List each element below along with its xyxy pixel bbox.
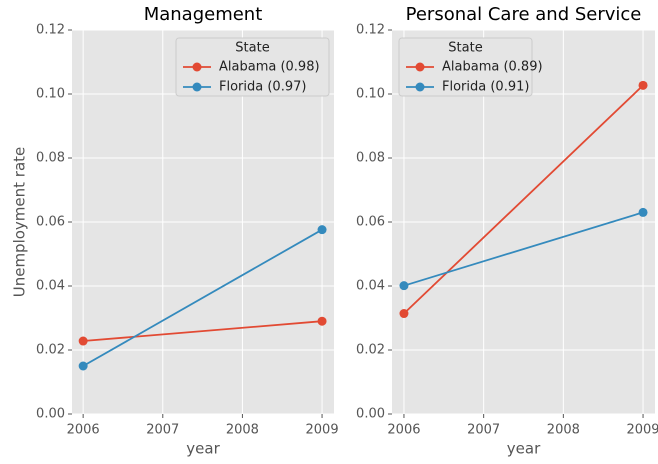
data-point (317, 225, 327, 235)
legend: State Alabama (0.98) Florida (0.97) (175, 37, 330, 97)
legend-label: Florida (0.91) (442, 80, 529, 95)
series-line (83, 320, 323, 342)
legend-title: State (448, 41, 482, 56)
legend-label: Alabama (0.98) (219, 60, 320, 75)
y-tick-label: 0.02 (36, 343, 65, 358)
legend-marker (192, 82, 202, 92)
y-tick-label: 0.04 (356, 279, 385, 294)
data-point (399, 309, 409, 319)
legend-label: Florida (0.97) (219, 80, 306, 95)
y-tick-label: 0.08 (36, 151, 65, 166)
legend-box (398, 37, 533, 97)
legend-marker (415, 82, 425, 92)
x-tick-label: 2007 (146, 423, 179, 438)
y-tick-label: 0.08 (356, 151, 385, 166)
x-tick-label: 2008 (547, 423, 580, 438)
data-point (317, 316, 327, 326)
x-tick-label: 2007 (467, 423, 500, 438)
y-tick-label: 0.10 (356, 87, 385, 102)
x-tick-label: 2009 (306, 423, 339, 438)
legend: State Alabama (0.89) Florida (0.91) (398, 37, 543, 97)
data-point (78, 336, 88, 346)
y-tick-label: 0.02 (356, 343, 385, 358)
legend-title: State (235, 41, 269, 56)
data-point (78, 361, 88, 371)
chart-title: Management (144, 4, 263, 25)
x-tick-label: 2006 (67, 423, 100, 438)
y-tick-label: 0.12 (36, 23, 65, 38)
y-tick-label: 0.06 (36, 215, 65, 230)
y-tick-label: 0.12 (356, 23, 385, 38)
legend-label: Alabama (0.89) (442, 60, 543, 75)
y-axis-label: Unemployment rate (11, 147, 29, 298)
x-axis-label: year (186, 440, 220, 458)
y-tick-label: 0.10 (36, 87, 65, 102)
legend-box (175, 37, 330, 97)
y-tick-label: 0.00 (36, 407, 65, 422)
legend-marker (192, 62, 202, 72)
y-tick-label: 0.06 (356, 215, 385, 230)
x-tick-label: 2009 (626, 423, 658, 438)
x-tick-label: 2008 (226, 423, 259, 438)
legend-marker (415, 62, 425, 72)
series-line (82, 228, 323, 367)
x-tick-label: 2006 (387, 423, 420, 438)
series-line (403, 84, 644, 315)
series-line (403, 211, 644, 287)
data-point (638, 207, 648, 217)
data-point (638, 80, 648, 90)
data-point (399, 281, 409, 291)
y-tick-label: 0.00 (356, 407, 385, 422)
y-tick-label: 0.04 (36, 279, 65, 294)
x-axis-label: year (507, 440, 541, 458)
chart-title: Personal Care and Service (406, 4, 642, 25)
